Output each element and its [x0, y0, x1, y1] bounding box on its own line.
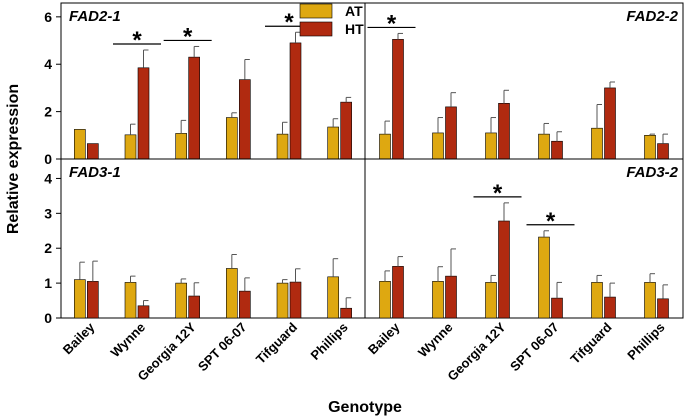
legend-swatch-at — [299, 3, 333, 19]
significance-star: * — [284, 9, 294, 36]
y-tick-label: 4 — [44, 56, 52, 72]
x-axis-label: Genotype — [328, 399, 402, 416]
x-tick-label: Phillips — [624, 320, 667, 363]
bar-ht-3 — [239, 79, 251, 160]
y-axis-label: Relative expression — [5, 84, 22, 234]
panel-fad2-1: 0 2 4 6 FAD2-1 * * * — [44, 2, 366, 167]
x-tick-label: Wynne — [415, 320, 456, 361]
x-tick-label: Bailey — [365, 319, 403, 357]
bar-ht-5 — [340, 101, 352, 160]
panel-title: FAD3-2 — [626, 164, 678, 181]
bar-at-4 — [276, 282, 289, 319]
bar-at-3 — [538, 236, 550, 319]
bar-ht-0 — [87, 143, 99, 160]
bar-ht-4 — [604, 87, 616, 160]
bar-ht-0 — [392, 39, 404, 160]
bar-ht-0 — [392, 266, 404, 319]
x-tick-label: Tifguard — [567, 319, 614, 366]
x-tick-label: Wynne — [108, 320, 149, 361]
bar-ht-5 — [657, 143, 669, 160]
bar-ht-1 — [137, 305, 150, 319]
panel-frame — [60, 158, 366, 319]
significance-star: * — [183, 23, 193, 50]
legend: AT HT — [299, 3, 364, 37]
x-tick-label: SPT 06-07 — [195, 320, 250, 375]
significance-star: * — [387, 10, 397, 37]
significance-star: * — [546, 208, 556, 235]
bar-ht-1 — [137, 67, 150, 160]
bar-at-5 — [644, 135, 656, 160]
bar-at-2 — [175, 133, 187, 160]
y-tick-label: 0 — [44, 310, 52, 326]
bar-at-0 — [74, 129, 86, 160]
panel-frame — [364, 2, 684, 160]
bar-at-4 — [591, 282, 603, 319]
y-tick-label: 6 — [44, 9, 52, 25]
bar-at-1 — [124, 134, 137, 160]
bar-at-2 — [485, 132, 497, 160]
bar-at-5 — [644, 282, 656, 319]
bar-at-4 — [591, 127, 603, 160]
bar-at-2 — [175, 282, 187, 319]
x-tick-label: SPT 06-07 — [507, 320, 562, 375]
bar-ht-4 — [604, 296, 616, 319]
x-tick-label: Phillips — [307, 320, 350, 363]
panel-title: FAD2-1 — [69, 8, 121, 25]
y-tick-label: 1 — [44, 275, 52, 291]
bar-at-3 — [226, 268, 238, 319]
bar-at-5 — [327, 276, 339, 319]
y-tick-label: 2 — [44, 240, 52, 256]
bar-at-1 — [124, 282, 137, 319]
bar-at-3 — [538, 133, 550, 160]
y-tick-label: 4 — [44, 170, 52, 186]
legend-label-ht: HT — [345, 21, 364, 37]
bar-ht-3 — [239, 290, 251, 319]
legend-label-at: AT — [345, 3, 363, 19]
y-tick-label: 2 — [44, 104, 52, 120]
bar-ht-3 — [551, 297, 563, 319]
y-tick-label: 0 — [44, 151, 52, 167]
bar-at-1 — [432, 281, 444, 319]
significance-star: * — [132, 27, 142, 54]
panel-title: FAD3-1 — [69, 164, 121, 181]
y-tick-label: 3 — [44, 205, 52, 221]
bar-ht-1 — [445, 275, 457, 319]
bar-ht-5 — [657, 298, 669, 319]
panel-fad2-2: FAD2-2 * — [364, 2, 684, 160]
bar-ht-1 — [445, 106, 457, 160]
bar-ht-3 — [551, 140, 563, 160]
panel-title: FAD2-2 — [626, 8, 678, 25]
legend-swatch-ht — [299, 21, 333, 37]
bar-at-3 — [226, 117, 238, 160]
bar-ht-2 — [498, 103, 510, 160]
panels: 0 2 4 6 FAD2-1 * * * FAD2-2 * 0 1 2 3 4 FAD3-1 Bailey Wyn… — [44, 2, 684, 384]
bar-at-2 — [485, 282, 497, 319]
bar-at-4 — [276, 133, 289, 160]
bar-ht-4 — [289, 42, 302, 160]
bar-ht-2 — [188, 295, 200, 319]
x-tick-label: Tifguard — [253, 319, 300, 366]
bar-ht-4 — [289, 281, 302, 319]
x-tick-label: Bailey — [60, 319, 98, 357]
panel-frame — [364, 158, 684, 319]
bar-ht-5 — [340, 307, 352, 319]
bar-ht-2 — [188, 56, 200, 160]
bar-at-0 — [74, 279, 86, 319]
bar-ht-2 — [498, 220, 510, 319]
bar-at-0 — [379, 133, 391, 160]
bar-at-5 — [327, 126, 339, 160]
bar-at-0 — [379, 281, 391, 319]
bar-ht-0 — [87, 281, 99, 319]
bar-at-1 — [432, 132, 444, 160]
significance-star: * — [493, 180, 503, 207]
